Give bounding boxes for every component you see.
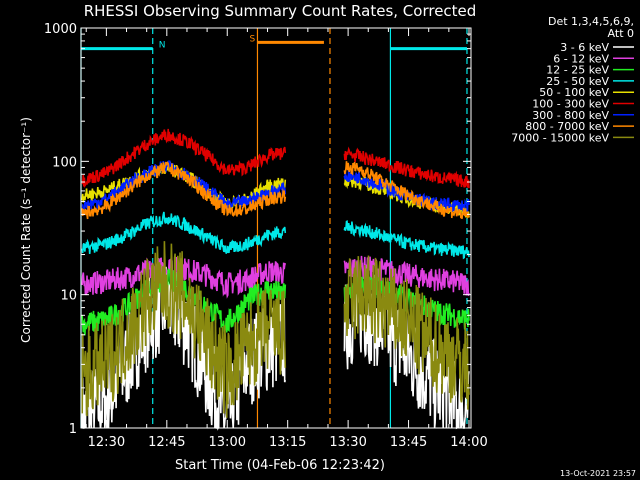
marker-label: S [249,34,255,44]
axes-layer: 1 10 100 1000 12:30 12:45 13:00 13:15 13:30 13:45… [44,22,488,450]
legend-header-1: Det 1,3,4,5,6,9, [548,15,634,28]
footer-date: 13-Oct-2021 23:57 [560,469,636,478]
legend-label: 6 - 12 keV [553,52,609,65]
series-line-3 [81,211,470,260]
y-tick-label: 100 [52,155,77,170]
y-tick-label: 1000 [44,22,77,37]
series-layer [81,128,470,431]
x-tick-label: 13:30 [329,435,366,450]
legend-label: 12 - 25 keV [546,64,609,77]
legend-label: 300 - 800 keV [532,109,609,122]
legend-header-2: Att 0 [608,27,634,40]
chart-title: RHESSI Observing Summary Count Rates, Co… [84,2,477,20]
x-tick-label: 13:45 [390,435,427,450]
legend-label: 50 - 100 keV [539,86,609,99]
x-tick-label: 12:30 [88,435,125,450]
y-axis-label: Corrected Count Rate (s⁻¹ detector⁻¹) [19,117,33,343]
y-tick-label: 10 [60,289,77,304]
x-tick-label: 12:45 [148,435,185,450]
x-tick-label: 13:15 [269,435,306,450]
series-line-5 [81,128,470,189]
x-tick-label: 14:00 [450,435,487,450]
legend-label: 100 - 300 keV [532,98,609,111]
series-line-8 [81,241,470,418]
legend-label: 7000 - 15000 keV [511,131,609,144]
legend-label: 3 - 6 keV [560,41,609,54]
series-line-7 [81,161,470,220]
legend-label: 25 - 50 keV [546,75,609,88]
legend-label: 800 - 7000 keV [525,120,609,133]
y-tick-label: 1 [69,422,77,437]
marker-label: N [159,41,166,51]
plot-frame [80,27,472,429]
x-axis-label: Start Time (04-Feb-06 12:23:42) [175,458,385,473]
x-tick-label: 13:00 [209,435,246,450]
